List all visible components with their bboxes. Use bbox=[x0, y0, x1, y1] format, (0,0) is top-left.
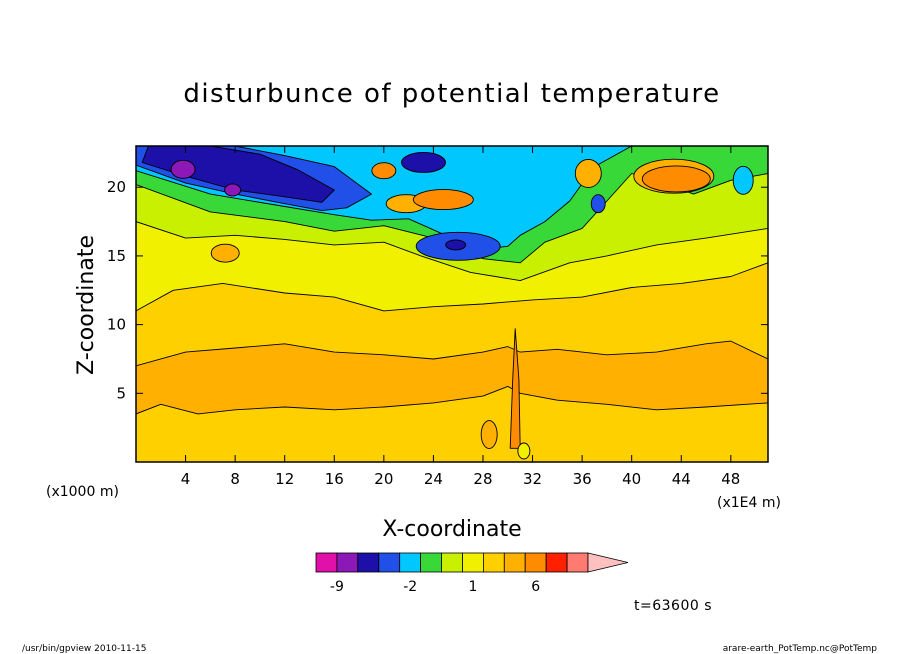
blob-neg9-a bbox=[170, 159, 196, 179]
x-tick-label: 44 bbox=[672, 470, 691, 488]
y-axis-label: Z-coordinate bbox=[74, 235, 99, 375]
blob-neg2-a bbox=[732, 165, 754, 195]
colorbar-label: -9 bbox=[330, 579, 344, 595]
colorbar: -9 -2 1 6 bbox=[315, 552, 629, 595]
colorbar-arrow bbox=[587, 552, 629, 573]
colorbar-label: 1 bbox=[468, 579, 477, 595]
colorbar-swatch bbox=[503, 552, 526, 573]
footer-left: /usr/bin/gpview 2010-11-15 bbox=[22, 644, 146, 654]
x-unit-right: (x1E4 m) bbox=[717, 495, 781, 511]
blob-pos2-a bbox=[412, 189, 474, 211]
x-tick-label: 48 bbox=[721, 470, 740, 488]
x-tick-label: 24 bbox=[424, 470, 443, 488]
colorbar-swatch bbox=[566, 552, 589, 573]
x-tick-label: 28 bbox=[473, 470, 492, 488]
plot-area bbox=[136, 146, 768, 462]
chart-title: disturbunce of potential temperature bbox=[183, 79, 720, 109]
colorbar-swatch bbox=[441, 552, 463, 573]
x-tick-label: 32 bbox=[523, 470, 542, 488]
x-tick-label: 36 bbox=[573, 470, 592, 488]
blob-neg9-b bbox=[224, 183, 242, 197]
x-tick-label: 20 bbox=[374, 470, 393, 488]
y-tick-label: 15 bbox=[107, 247, 126, 265]
blob-neg5-c bbox=[445, 239, 467, 251]
colorbar-swatch bbox=[462, 552, 484, 573]
blob-pos1-a bbox=[210, 243, 240, 263]
colorbar-label: 6 bbox=[531, 579, 540, 595]
blob-pos1-e bbox=[480, 420, 498, 449]
blob-zero-a bbox=[517, 442, 531, 460]
x-tick-label: 12 bbox=[275, 470, 294, 488]
x-tick-label: 40 bbox=[622, 470, 641, 488]
colorbar-swatch bbox=[315, 552, 338, 573]
colorbar-label: -2 bbox=[403, 579, 417, 595]
blob-pos2-c bbox=[641, 165, 711, 193]
colorbar-swatch bbox=[482, 552, 505, 573]
colorbar-swatch bbox=[336, 552, 359, 573]
colorbar-swatch bbox=[524, 552, 547, 573]
plot-frame bbox=[135, 145, 769, 463]
blob-neg5 bbox=[141, 146, 335, 203]
colorbar-swatch bbox=[399, 552, 422, 573]
x-tick-label: 8 bbox=[230, 470, 240, 488]
time-label: t=63600 s bbox=[634, 598, 712, 614]
y-tick-label: 20 bbox=[107, 178, 126, 196]
x-unit-left: (x1000 m) bbox=[46, 484, 119, 500]
blob-neg3-c bbox=[590, 194, 606, 214]
blob-neg5-b bbox=[401, 152, 446, 173]
colorbar-swatch bbox=[378, 552, 401, 573]
footer-right: arare-earth_PotTemp.nc@PotTemp bbox=[723, 644, 878, 654]
band-pos1 bbox=[136, 340, 768, 415]
colorbar-swatch bbox=[545, 552, 568, 573]
y-tick-label: 10 bbox=[107, 316, 126, 334]
contour-field bbox=[136, 146, 768, 462]
x-tick-label: 4 bbox=[181, 470, 191, 488]
colorbar-swatch bbox=[420, 552, 442, 573]
blob-pos1-c bbox=[574, 159, 602, 188]
blob-pos2-b bbox=[371, 162, 397, 180]
x-tick-label: 16 bbox=[325, 470, 344, 488]
x-axis-label: X-coordinate bbox=[382, 517, 521, 542]
colorbar-swatch bbox=[357, 552, 380, 573]
y-tick-label: 5 bbox=[116, 384, 126, 402]
